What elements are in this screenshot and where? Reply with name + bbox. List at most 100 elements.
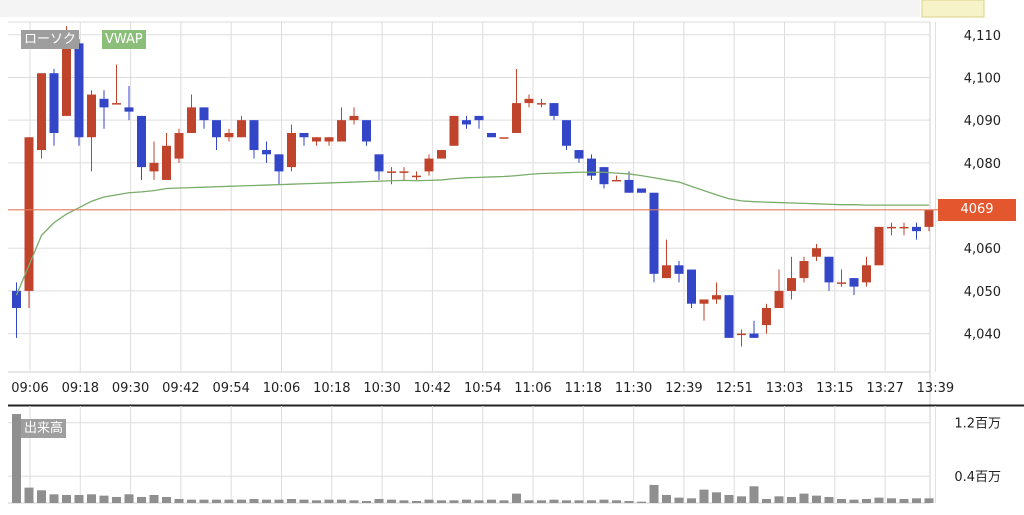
candle-body [112,103,121,105]
volume-bar [449,500,459,503]
volume-bar [774,496,784,503]
volume-tick-label: 0.4百万 [954,470,1001,485]
candle-body [537,103,546,105]
candle-body [849,278,859,287]
candle-body [487,132,496,138]
volume-bar [187,499,196,503]
candle-body [174,132,184,159]
volume-bar [287,498,296,503]
candle-body [99,98,109,108]
candle-body [649,192,659,274]
volume-bar [899,498,909,503]
volume-bar [274,499,284,503]
volume-bar [362,500,371,503]
candle-body [49,73,59,133]
volume-bar [587,500,596,503]
vwap-line [15,171,929,296]
volume-bar [537,500,546,503]
candle-body [187,107,196,133]
candle-body [24,137,34,291]
x-tick-label: 13:03 [766,381,803,396]
y-tick-label: 4,090 [964,114,1001,129]
y-tick-label: 4,050 [964,285,1001,300]
volume-bar [737,496,746,503]
y-tick-label: 4,110 [964,29,1001,44]
candlesticks [12,26,934,347]
candle-body [599,167,609,185]
legend-candlestick[interactable]: ローソク [21,30,80,49]
candle-body [712,295,721,300]
candle-body [637,188,646,193]
volume-bar [599,499,609,503]
candle-body [237,120,246,138]
candle-body [924,209,934,227]
volume-bar [624,500,634,503]
candle-body [799,261,809,279]
x-tick-label: 12:39 [665,381,702,396]
volume-bar [174,498,184,503]
volume-bar [337,499,346,503]
volume-bar [574,500,584,503]
volume-bar [212,499,221,503]
last-price-badge: 4069 [938,199,1016,221]
candle-body [862,265,871,283]
volume-bar [424,499,434,503]
y-tick-label: 4,080 [964,157,1001,172]
volume-bar [437,500,446,503]
candle-body [674,265,684,274]
volume-bar [299,499,309,503]
volume-bar [687,498,696,503]
candle-body [837,282,846,284]
y-axis-labels: 4,110 4,100 4,090 4,080 4,060 4,050 4,040 [964,29,1001,343]
volume-bar [349,500,359,503]
volume-bar [762,498,771,503]
candle-body [449,115,459,146]
x-tick-label: 11:30 [615,381,652,396]
volume-bar [549,499,559,503]
legend-vwap[interactable]: VWAP [102,30,146,49]
candle-body [37,73,46,151]
candle-body [224,132,234,138]
candle-body [62,47,71,116]
candle-body [212,120,221,138]
volume-bar [837,498,846,503]
volume-bar [124,494,134,503]
grid-lines [0,0,1024,504]
volume-bar [374,498,384,503]
x-tick-label: 13:27 [866,381,903,396]
volume-bar [712,492,721,503]
volume-bar [524,500,534,503]
volume-bar [499,500,509,503]
x-axis-labels: 09:06 09:18 09:30 09:42 09:54 10:06 10:18 10:30… [11,381,954,396]
candle-body [562,120,571,146]
candle-body [349,115,359,121]
volume-bar [749,486,759,503]
volume-bar [724,494,734,503]
legend-volume[interactable]: 出来高 [21,419,67,438]
volume-bar [799,493,809,503]
candle-body [812,248,821,257]
candle-body [287,132,296,168]
volume-axis-labels: 1.2百万 0.4百万 [954,417,1001,486]
volume-bar [412,500,421,503]
volume-bar [862,498,871,503]
candle-body [824,256,834,283]
volume-tick-label: 1.2百万 [954,417,1001,432]
volume-bar [787,496,796,503]
volume-bar [912,498,921,503]
volume-bar [487,499,496,503]
x-tick-label: 13:39 [917,381,954,396]
x-tick-label: 09:54 [212,381,249,396]
volume-bar [649,484,659,503]
candle-body [499,137,509,139]
volume-bar [112,496,121,503]
candle-body [587,158,596,176]
vwap-layer [15,171,929,296]
volume-bar [162,496,171,503]
volume-bar [262,499,271,503]
candle-body [512,103,521,133]
volume-bar [62,494,71,503]
candle-body [387,171,396,173]
candle-body [274,154,284,172]
